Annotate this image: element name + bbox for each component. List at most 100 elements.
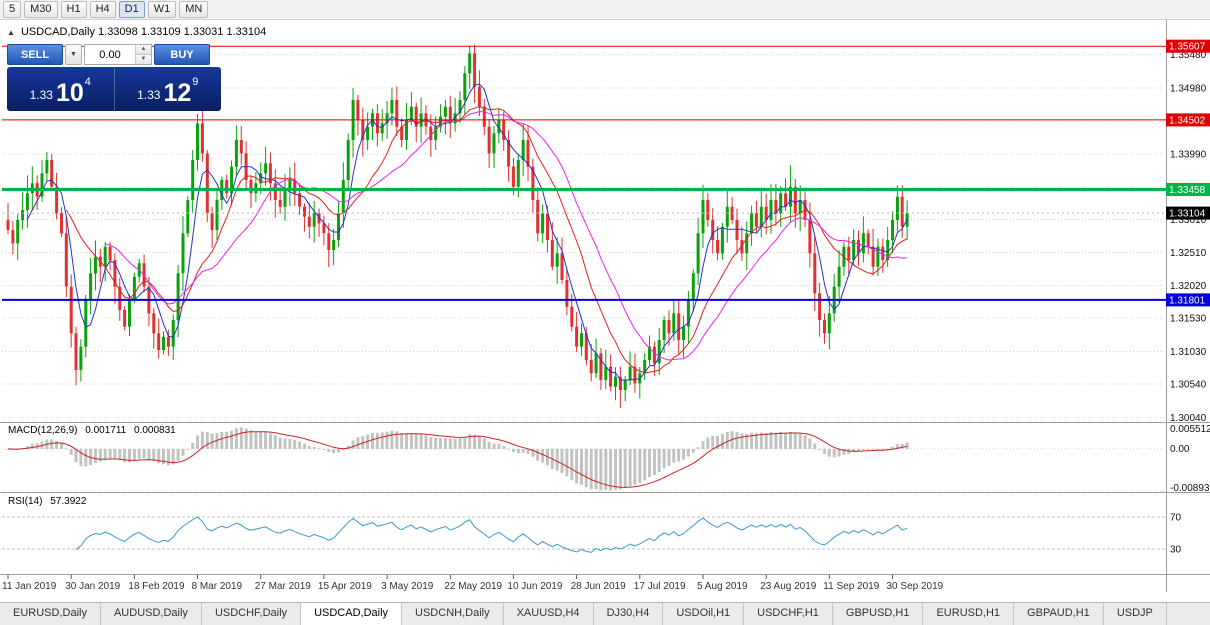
buy-price-display[interactable]: 1.33 12 9 bbox=[113, 67, 222, 111]
macd-histogram-bar bbox=[166, 448, 170, 466]
candle bbox=[837, 266, 841, 287]
candle bbox=[40, 173, 44, 197]
rsi-line bbox=[75, 516, 908, 553]
timeframe-button-w1[interactable]: W1 bbox=[147, 1, 177, 18]
macd-histogram-bar bbox=[507, 448, 511, 450]
macd-histogram-bar bbox=[570, 448, 574, 480]
lot-size-input[interactable] bbox=[85, 45, 135, 64]
macd-histogram-bar bbox=[652, 448, 656, 476]
macd-histogram-bar bbox=[852, 448, 856, 453]
chart-tab-usdcad-daily[interactable]: USDCAD,Daily bbox=[301, 603, 403, 625]
candle bbox=[643, 360, 647, 374]
macd-panel bbox=[2, 422, 1166, 492]
candle bbox=[288, 180, 292, 190]
candle bbox=[720, 226, 724, 254]
svg-text:1.33104: 1.33104 bbox=[1169, 209, 1206, 220]
sell-button[interactable]: SELL bbox=[7, 44, 63, 65]
candle bbox=[409, 106, 413, 120]
candle bbox=[536, 200, 540, 234]
candle bbox=[686, 300, 690, 327]
candle bbox=[818, 293, 822, 320]
macd-histogram-bar bbox=[205, 432, 209, 449]
current-price-label bbox=[1166, 206, 1210, 220]
chart-tab-usdchf-h1[interactable]: USDCHF,H1 bbox=[744, 603, 833, 625]
macd-histogram-bar bbox=[516, 448, 520, 454]
candle bbox=[725, 206, 729, 227]
macd-histogram-bar bbox=[677, 448, 681, 462]
candle bbox=[162, 336, 165, 350]
candle bbox=[662, 320, 666, 340]
chart-tab-bar: EURUSD,Daily AUDUSD,Daily USDCHF,Daily USDC… bbox=[0, 602, 1210, 625]
candle bbox=[589, 360, 593, 374]
macd-histogram-bar bbox=[419, 434, 423, 449]
price-axis-label: 1.33010 bbox=[1170, 215, 1207, 226]
sell-price-display[interactable]: 1.33 10 4 bbox=[7, 67, 114, 111]
macd-histogram-bar bbox=[55, 441, 59, 449]
timeframe-button-5[interactable]: 5 bbox=[3, 1, 22, 18]
macd-histogram-bar bbox=[584, 448, 588, 488]
candle bbox=[322, 223, 326, 234]
chart-tab-usdoil-h1[interactable]: USDOil,H1 bbox=[663, 603, 745, 625]
chart-tab-xauusd-h4[interactable]: XAUUSD,H4 bbox=[504, 603, 594, 625]
macd-histogram-bar bbox=[842, 448, 846, 455]
spinner-up-icon[interactable]: ▲ bbox=[136, 45, 151, 54]
timeframe-button-d1[interactable]: D1 bbox=[118, 1, 145, 18]
chart-tab-gbpusd-h1[interactable]: GBPUSD,H1 bbox=[833, 603, 924, 625]
lot-spinner[interactable]: ▲ ▼ bbox=[135, 45, 151, 64]
collapse-panel-icon[interactable]: ▲ bbox=[7, 28, 15, 37]
candle bbox=[609, 366, 613, 387]
macd-histogram-bar bbox=[793, 433, 797, 449]
macd-histogram-bar bbox=[565, 448, 569, 477]
macd-indicator-label: MACD(12,26,9) 0.001711 0.000831 bbox=[8, 425, 181, 436]
macd-histogram-bar bbox=[234, 428, 238, 449]
macd-histogram-bar bbox=[69, 448, 73, 455]
macd-histogram-bar bbox=[293, 440, 297, 449]
candle bbox=[249, 180, 253, 194]
chart-tab-usdjp[interactable]: USDJP bbox=[1104, 603, 1167, 625]
timeframe-button-mn[interactable]: MN bbox=[179, 1, 209, 18]
macd-histogram-bar bbox=[317, 448, 321, 450]
candle bbox=[157, 333, 161, 350]
lot-dropdown-button[interactable]: ▼ bbox=[65, 44, 82, 65]
candle bbox=[64, 233, 68, 287]
moving-averages bbox=[26, 83, 908, 381]
candle bbox=[750, 213, 754, 234]
candle bbox=[784, 193, 788, 207]
chart-title: ▲ USDCAD,Daily 1.33098 1.33109 1.33031 1… bbox=[7, 26, 266, 38]
macd-histogram-bar bbox=[84, 448, 88, 467]
macd-histogram-bar bbox=[468, 434, 472, 449]
chart-tab-gbpaud-h1[interactable]: GBPAUD,H1 bbox=[1014, 603, 1104, 625]
candle bbox=[614, 376, 617, 387]
chart-tab-eurusd-h1[interactable]: EURUSD,H1 bbox=[923, 603, 1015, 625]
macd-histogram-bar bbox=[643, 448, 647, 481]
level-price-label bbox=[1166, 113, 1210, 127]
buy-button[interactable]: BUY bbox=[154, 44, 210, 65]
candle bbox=[346, 140, 350, 180]
chart-tab-usdcnh-daily[interactable]: USDCNH,Daily bbox=[402, 603, 504, 625]
macd-histogram-bar bbox=[162, 448, 165, 465]
macd-histogram-bar bbox=[477, 435, 481, 449]
macd-histogram-bar bbox=[463, 436, 467, 449]
candle bbox=[239, 140, 243, 154]
timeframe-button-h1[interactable]: H1 bbox=[60, 1, 87, 18]
macd-histogram-bar bbox=[798, 433, 802, 449]
candle bbox=[507, 140, 511, 167]
candle bbox=[866, 233, 870, 247]
spinner-down-icon[interactable]: ▼ bbox=[136, 54, 151, 64]
candle bbox=[774, 200, 778, 214]
macd-histogram-bar bbox=[536, 448, 540, 461]
candle bbox=[186, 200, 190, 234]
candle bbox=[497, 120, 501, 134]
candle bbox=[293, 180, 297, 194]
sell-price-point: 4 bbox=[84, 76, 91, 88]
timeframe-button-h4[interactable]: H4 bbox=[89, 1, 116, 18]
macd-histogram-bar bbox=[453, 438, 457, 449]
chart-tab-audusd-daily[interactable]: AUDUSD,Daily bbox=[101, 603, 202, 625]
macd-histogram-bar bbox=[74, 448, 78, 463]
timeframe-button-m30[interactable]: M30 bbox=[24, 1, 58, 18]
chart-tab-dj30-h4[interactable]: DJ30,H4 bbox=[594, 603, 664, 625]
chart-tab-eurusd-daily[interactable]: EURUSD,Daily bbox=[0, 603, 101, 625]
candle bbox=[604, 366, 608, 380]
macd-histogram-bar bbox=[191, 442, 195, 449]
chart-tab-usdchf-daily[interactable]: USDCHF,Daily bbox=[202, 603, 302, 625]
